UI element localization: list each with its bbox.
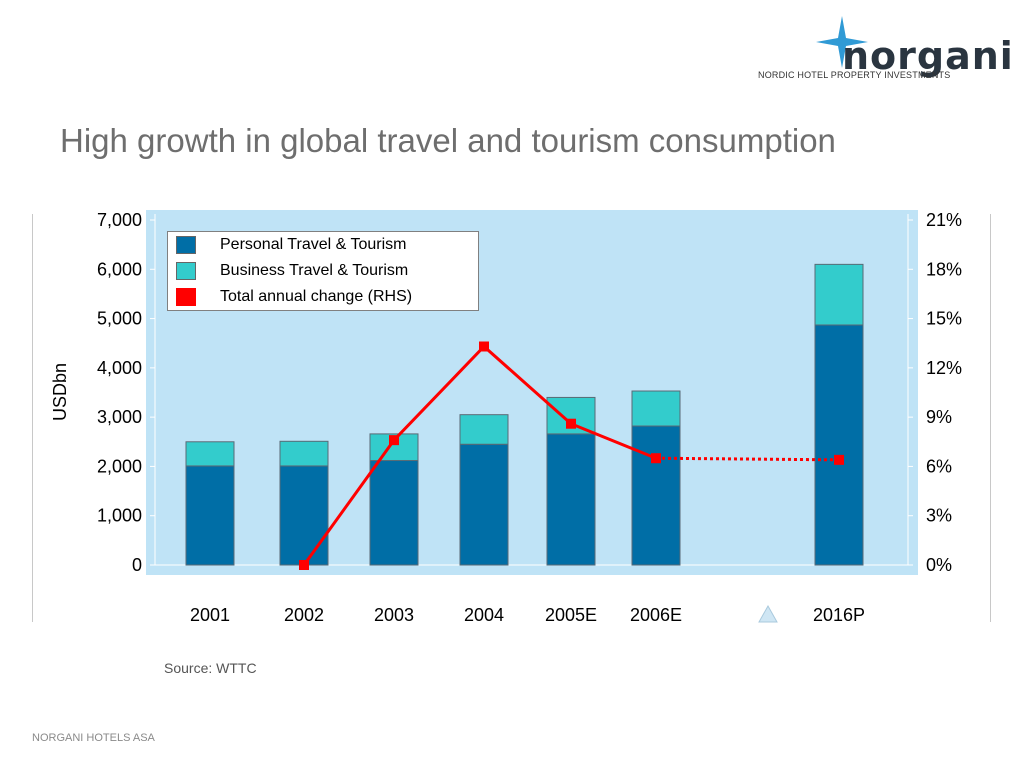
source-note: Source: WTTC bbox=[164, 660, 257, 676]
change-point bbox=[651, 453, 661, 464]
legend-item-change: Total annual change (RHS) bbox=[176, 286, 412, 308]
chart-frame-left bbox=[32, 214, 33, 622]
bar-personal bbox=[631, 425, 681, 566]
y-tick-label: 3,000 bbox=[97, 407, 142, 427]
y2-tick-label: 12% bbox=[926, 358, 962, 378]
y2-tick-label: 9% bbox=[926, 407, 952, 427]
legend-swatch-change bbox=[176, 288, 196, 306]
x-tick-label: 2006E bbox=[630, 605, 682, 625]
x-tick-label: 2002 bbox=[284, 605, 324, 625]
change-point bbox=[299, 560, 309, 570]
x-tick-label: 2001 bbox=[190, 605, 230, 625]
footer-company: NORGANI HOTELS ASA bbox=[32, 732, 155, 744]
axis-break-icon bbox=[758, 604, 778, 623]
bar-personal bbox=[459, 443, 509, 566]
bar-personal bbox=[546, 433, 596, 566]
legend-swatch-personal bbox=[176, 236, 196, 254]
bar-business bbox=[459, 414, 509, 445]
bar-personal bbox=[279, 465, 329, 566]
y-axis-title: USDbn bbox=[50, 363, 70, 421]
y-tick-label: 7,000 bbox=[97, 210, 142, 230]
y2-tick-label: 0% bbox=[926, 555, 952, 575]
y-tick-label: 6,000 bbox=[97, 259, 142, 279]
y-tick-label: 1,000 bbox=[97, 506, 142, 526]
legend-label-business: Business Travel & Tourism bbox=[220, 262, 409, 279]
y-tick-label: 0 bbox=[132, 555, 142, 575]
bar-personal bbox=[185, 465, 235, 566]
legend-swatch-business bbox=[176, 262, 196, 280]
y-tick-label: 5,000 bbox=[97, 309, 142, 329]
legend-label-personal: Personal Travel & Tourism bbox=[220, 236, 407, 253]
x-tick-label: 2016P bbox=[813, 605, 865, 625]
chart-legend: Personal Travel & Tourism Business Trave… bbox=[167, 231, 479, 311]
logo-wordmark: norgani bbox=[842, 34, 1014, 78]
x-tick-label: 2005E bbox=[545, 605, 597, 625]
x-tick-label: 2003 bbox=[374, 605, 414, 625]
bar-business bbox=[814, 263, 864, 326]
logo-tagline: NORDIC HOTEL PROPERTY INVESTMENTS bbox=[758, 70, 951, 80]
bar-personal bbox=[814, 324, 864, 566]
change-point bbox=[479, 341, 489, 352]
slide-title: High growth in global travel and tourism… bbox=[60, 122, 836, 159]
change-point bbox=[834, 454, 844, 465]
legend-item-personal: Personal Travel & Tourism bbox=[176, 234, 406, 256]
legend-label-change: Total annual change (RHS) bbox=[220, 288, 413, 305]
bar-business bbox=[631, 390, 681, 427]
x-tick-label: 2004 bbox=[464, 605, 504, 625]
company-logo: norgani NORDIC HOTEL PROPERTY INVESTMENT… bbox=[756, 12, 1013, 92]
y2-tick-label: 15% bbox=[926, 309, 962, 329]
change-point bbox=[389, 435, 399, 446]
y-tick-label: 4,000 bbox=[97, 358, 142, 378]
y2-tick-label: 6% bbox=[926, 456, 952, 476]
chart-frame-right bbox=[990, 214, 991, 622]
y2-tick-label: 18% bbox=[926, 259, 962, 279]
logo-star-icon bbox=[816, 16, 868, 68]
change-line-dotted bbox=[655, 456, 840, 462]
y2-tick-label: 21% bbox=[926, 210, 962, 230]
bar-business bbox=[279, 440, 329, 467]
y2-tick-label: 3% bbox=[926, 506, 952, 526]
bar-business bbox=[185, 441, 235, 467]
change-point bbox=[566, 418, 576, 429]
bar-personal bbox=[369, 460, 419, 566]
y-tick-label: 2,000 bbox=[97, 456, 142, 476]
legend-item-business: Business Travel & Tourism bbox=[176, 260, 408, 282]
